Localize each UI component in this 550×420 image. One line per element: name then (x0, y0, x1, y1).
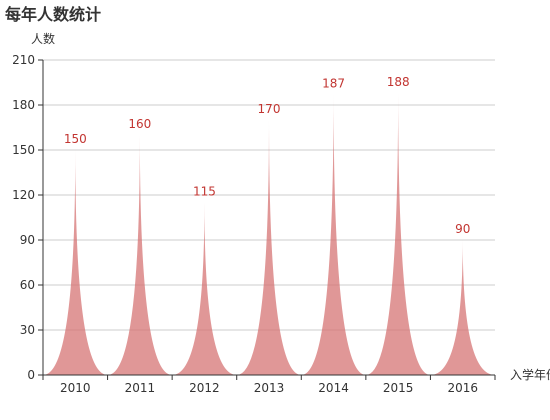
peak-2010 (43, 150, 108, 375)
y-tick-label: 150 (12, 143, 35, 157)
x-tick-label: 2011 (125, 381, 156, 395)
x-tick-label: 2010 (60, 381, 91, 395)
x-tick-label: 2012 (189, 381, 220, 395)
data-label-2014: 187 (322, 77, 345, 91)
data-label-2015: 188 (387, 75, 410, 89)
x-tick-label: 2014 (318, 381, 349, 395)
x-tick-label: 2016 (447, 381, 478, 395)
y-axis-name: 人数 (31, 31, 55, 46)
peak-2015 (365, 93, 431, 375)
y-tick-label: 0 (27, 368, 35, 382)
x-tick-label: 2015 (383, 381, 414, 395)
peak-2011 (107, 135, 173, 375)
series-peaks (43, 93, 495, 375)
y-tick-label: 30 (20, 323, 35, 337)
x-tick-label: 2013 (254, 381, 285, 395)
peak-2014 (301, 94, 366, 375)
data-labels: 150 160 115 170 187 188 90 (64, 75, 471, 236)
data-label-2013: 170 (258, 102, 281, 116)
peak-2012 (172, 202, 237, 375)
x-axis-name: 入学年份 (510, 367, 550, 382)
axes: 0 30 60 90 120 150 180 210 2010 2011 2012 2013 2014 2… (12, 53, 496, 395)
peak-2013 (236, 120, 302, 375)
data-label-2011: 160 (128, 117, 151, 131)
data-label-2016: 90 (455, 222, 470, 236)
peak-2016 (430, 240, 495, 375)
chart-title: 每年人数统计 (5, 5, 101, 24)
y-tick-label: 120 (12, 188, 35, 202)
y-tick-label: 210 (12, 53, 35, 67)
y-tick-label: 90 (20, 233, 35, 247)
data-label-2012: 115 (193, 185, 216, 199)
y-tick-label: 60 (20, 278, 35, 292)
data-label-2010: 150 (64, 132, 87, 146)
y-tick-label: 180 (12, 98, 35, 112)
